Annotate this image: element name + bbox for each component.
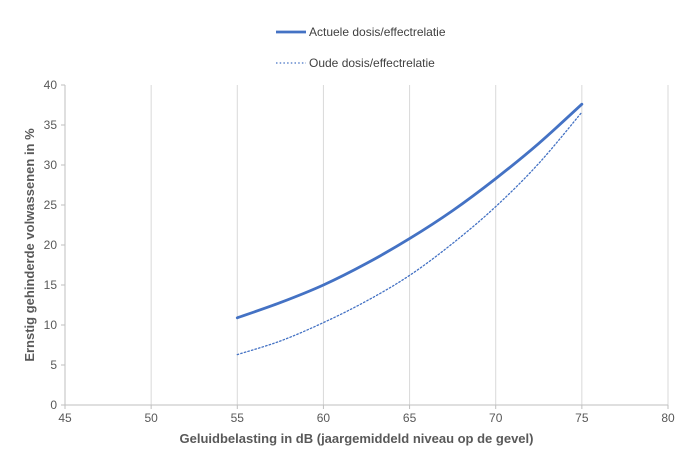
legend: Actuele dosis/effectrelatie Oude dosis/ef… xyxy=(276,25,446,70)
series-line-actuele xyxy=(235,102,584,320)
x-tick-label: 45 xyxy=(58,411,72,425)
y-axis-title: Ernstig gehinderde volwassenen in % xyxy=(22,128,37,362)
x-tick-label: 60 xyxy=(317,411,331,425)
x-axis-title: Geluidbelasting in dB (jaargemiddeld niv… xyxy=(180,431,534,446)
x-tick-label: 75 xyxy=(575,411,589,425)
series-line-oude xyxy=(236,111,583,356)
gridlines xyxy=(150,85,669,405)
series-group xyxy=(235,102,584,356)
x-tick-label: 50 xyxy=(144,411,158,425)
y-tick-label: 0 xyxy=(50,398,57,412)
x-tick-label: 65 xyxy=(403,411,417,425)
y-tick-label: 25 xyxy=(44,198,58,212)
x-tick-label: 70 xyxy=(489,411,503,425)
legend-label: Actuele dosis/effectrelatie xyxy=(309,25,446,39)
y-tick-label: 5 xyxy=(50,358,57,372)
x-tick-label: 55 xyxy=(231,411,245,425)
x-tick-label: 80 xyxy=(661,411,675,425)
y-tick-label: 40 xyxy=(44,78,58,92)
y-tick-label: 30 xyxy=(44,158,58,172)
axes: 45 50 55 60 65 70 75 80 0 5 10 15 20 25 30 35 40 xyxy=(44,78,675,425)
y-tick-label: 15 xyxy=(44,278,58,292)
y-tick-label: 35 xyxy=(44,118,58,132)
y-tick-label: 20 xyxy=(44,238,58,252)
y-tick-label: 10 xyxy=(44,318,58,332)
legend-label: Oude dosis/effectrelatie xyxy=(309,56,435,70)
